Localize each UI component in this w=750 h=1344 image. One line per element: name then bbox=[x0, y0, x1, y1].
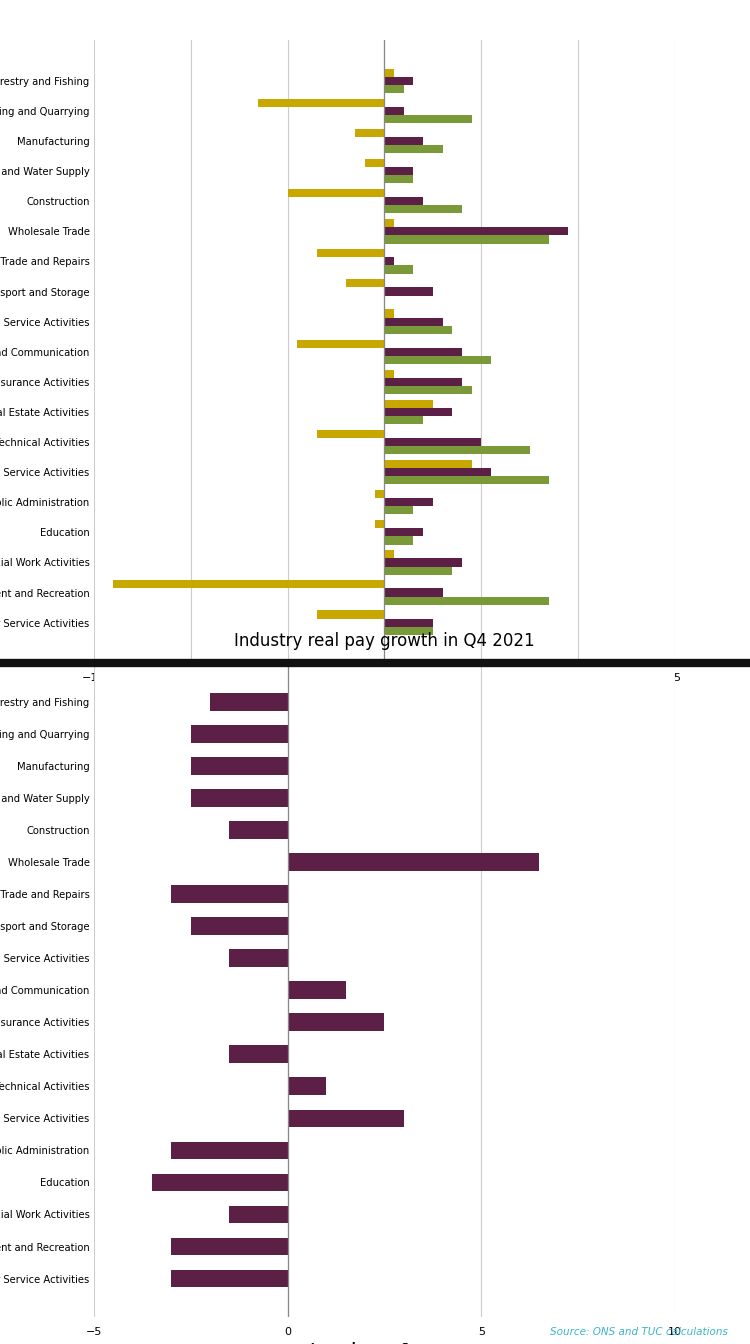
Bar bbox=[384, 618, 433, 626]
Bar bbox=[287, 190, 384, 198]
Title: Industry real pay growth in Q4 2021: Industry real pay growth in Q4 2021 bbox=[234, 633, 535, 650]
Bar bbox=[384, 507, 413, 515]
Bar bbox=[384, 589, 442, 597]
Bar bbox=[384, 370, 394, 378]
X-axis label: percentage change, 3m on year ago: percentage change, 3m on year ago bbox=[265, 1343, 504, 1344]
Bar bbox=[384, 325, 452, 333]
Bar bbox=[384, 567, 452, 575]
Bar bbox=[287, 1078, 326, 1095]
Bar bbox=[230, 1206, 287, 1223]
Bar bbox=[316, 430, 384, 438]
Bar bbox=[384, 499, 433, 507]
Bar bbox=[365, 159, 384, 167]
Text: Source: ONS and TUC calculations: Source: ONS and TUC calculations bbox=[550, 1328, 728, 1337]
Bar bbox=[384, 77, 413, 85]
Bar bbox=[152, 1173, 287, 1191]
Bar bbox=[190, 757, 287, 774]
Bar bbox=[171, 886, 287, 903]
Bar bbox=[297, 340, 384, 348]
Bar bbox=[375, 491, 384, 499]
Bar bbox=[384, 145, 442, 153]
Bar bbox=[384, 378, 462, 386]
Bar bbox=[384, 407, 452, 417]
Bar bbox=[384, 219, 394, 227]
Bar bbox=[384, 227, 568, 235]
Bar bbox=[384, 288, 433, 296]
Bar bbox=[190, 789, 287, 806]
Bar bbox=[384, 69, 394, 77]
Bar bbox=[384, 386, 472, 394]
Bar bbox=[384, 175, 413, 183]
Bar bbox=[384, 137, 423, 145]
Bar bbox=[287, 1013, 384, 1031]
Bar bbox=[384, 438, 482, 446]
Bar bbox=[287, 853, 539, 871]
Bar bbox=[287, 981, 346, 999]
Bar bbox=[384, 167, 413, 175]
Bar bbox=[375, 520, 384, 528]
Bar bbox=[171, 1238, 287, 1255]
Bar bbox=[384, 417, 423, 425]
Bar bbox=[230, 949, 287, 966]
Bar bbox=[171, 1141, 287, 1159]
Bar bbox=[230, 1046, 287, 1063]
Bar bbox=[287, 1110, 404, 1128]
Bar bbox=[384, 235, 549, 243]
Bar bbox=[190, 917, 287, 935]
Bar bbox=[384, 476, 549, 484]
Bar bbox=[356, 129, 384, 137]
Bar bbox=[384, 550, 394, 558]
Bar bbox=[384, 198, 423, 206]
Bar bbox=[384, 85, 404, 93]
Bar bbox=[384, 309, 394, 317]
Bar bbox=[384, 460, 472, 468]
Bar bbox=[384, 597, 549, 605]
Bar bbox=[384, 317, 442, 325]
Bar bbox=[384, 446, 530, 454]
X-axis label: percentage change, 3m on year ago: percentage change, 3m on year ago bbox=[265, 688, 504, 702]
Bar bbox=[384, 558, 462, 567]
Bar bbox=[384, 536, 413, 544]
Bar bbox=[384, 206, 462, 214]
Bar bbox=[346, 280, 384, 288]
Bar bbox=[384, 348, 462, 356]
Bar bbox=[384, 108, 404, 116]
Bar bbox=[171, 1270, 287, 1288]
Bar bbox=[384, 266, 413, 274]
Bar bbox=[384, 116, 472, 124]
Bar bbox=[190, 724, 287, 742]
Bar bbox=[316, 249, 384, 257]
Bar bbox=[384, 528, 423, 536]
Bar bbox=[384, 257, 394, 266]
Bar bbox=[230, 821, 287, 839]
Bar bbox=[316, 610, 384, 618]
Bar bbox=[113, 581, 384, 589]
Bar bbox=[384, 399, 433, 407]
Bar bbox=[384, 468, 491, 476]
Bar bbox=[384, 626, 433, 634]
Bar bbox=[259, 98, 384, 108]
Bar bbox=[384, 356, 491, 364]
Bar bbox=[210, 694, 287, 711]
